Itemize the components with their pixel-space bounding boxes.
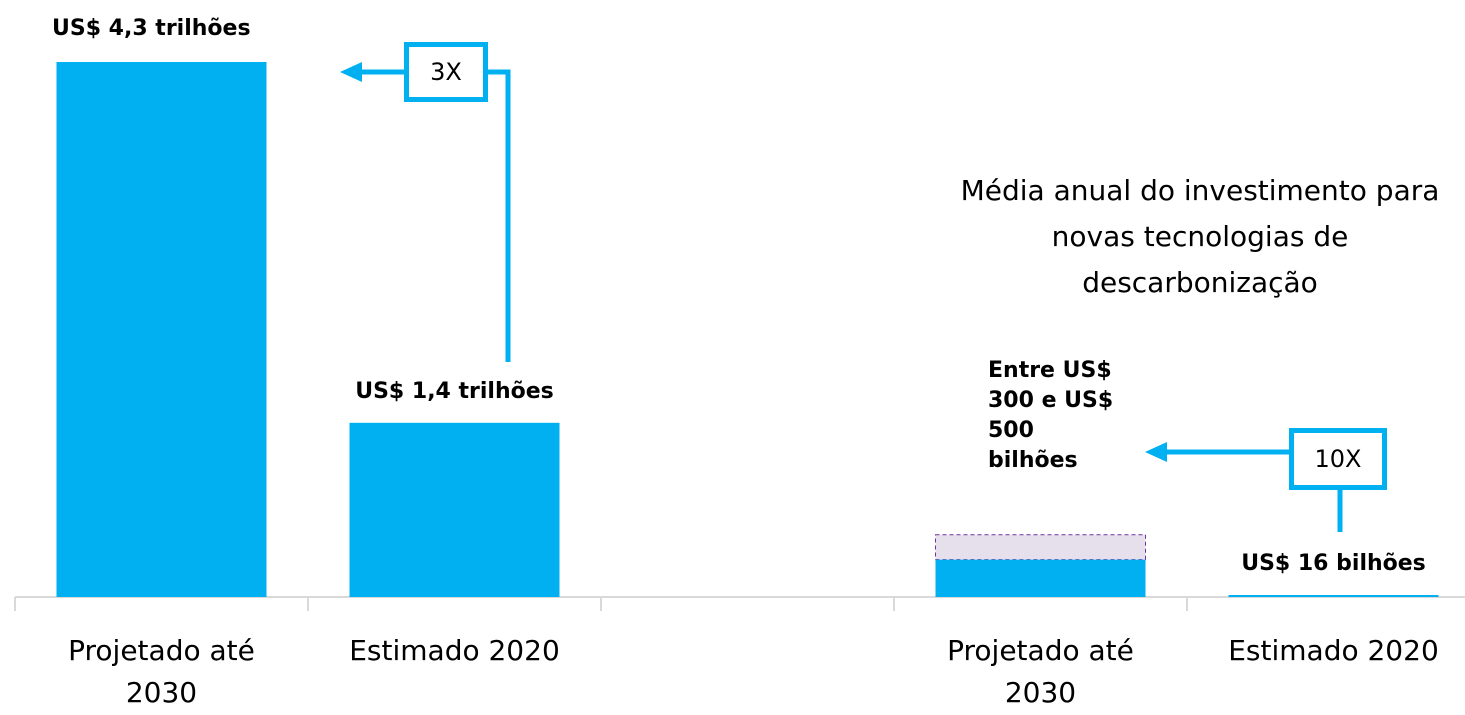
range-box [935, 534, 1146, 561]
data-label: US$ 16 bilhões [1241, 551, 1426, 576]
data-label: Entre US$ 300 e US$ 500 bilhões [988, 358, 1114, 473]
data-label: US$ 1,4 trilhões [355, 378, 554, 404]
arrow-line [487, 69, 511, 362]
annotation-box: 10X [1289, 428, 1387, 490]
bar [1228, 595, 1439, 598]
data-label: US$ 4,3 trilhões [52, 16, 251, 41]
x-tick-label: Estimado 2020 [1228, 634, 1439, 667]
bar [56, 62, 267, 597]
arrow-head [340, 62, 362, 82]
arrow-head [1145, 442, 1167, 462]
annotation-text: Média anual do investimento para novas t… [960, 174, 1440, 299]
x-tick-label: Estimado 2020 [349, 634, 560, 667]
annotation-box: 3X [404, 42, 488, 102]
x-tick-label: Projetado até 2030 [68, 634, 255, 709]
bar [349, 422, 560, 597]
x-tick-label: Projetado até 2030 [947, 634, 1134, 709]
bar [935, 559, 1146, 597]
